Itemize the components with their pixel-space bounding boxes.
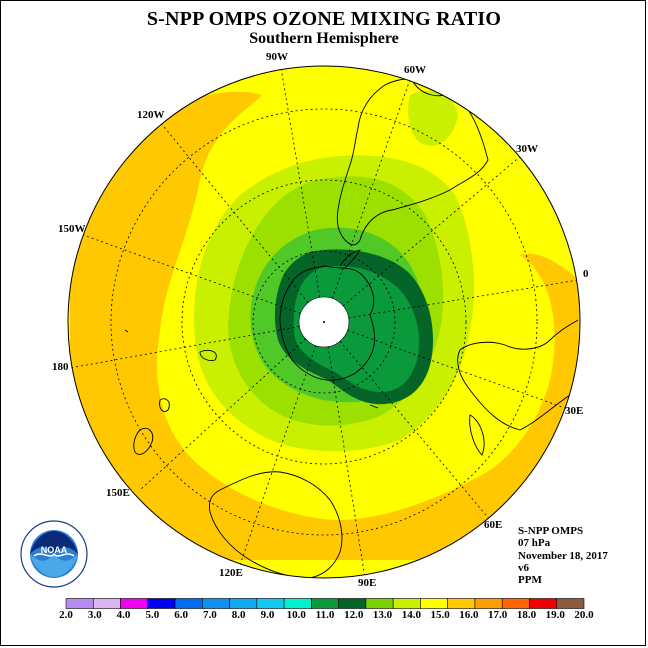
colorbar-swatch <box>202 598 230 609</box>
longitude-labels: 90W 60W 120W 30W 150W 0 180 30E 150E 60E… <box>52 51 589 589</box>
lon-label-60w: 60W <box>404 64 426 76</box>
colorbar-swatch <box>120 598 149 609</box>
colorbar-tick-label: 5.0 <box>145 609 160 621</box>
colorbar-tick-label: 13.0 <box>372 609 393 621</box>
lon-label-120w: 120W <box>137 109 165 121</box>
colorbar-swatch <box>147 598 176 609</box>
lon-label-150e: 150E <box>106 487 130 499</box>
lon-label-120e: 120E <box>219 567 243 579</box>
pressure-level: 07 hPa <box>518 537 551 550</box>
colorbar-tick-label: 10.0 <box>286 609 306 621</box>
colorbar-swatch <box>556 598 585 609</box>
map-title: S-NPP OMPS OZONE MIXING RATIO <box>146 8 502 30</box>
instrument-label: S-NPP OMPS <box>518 525 584 537</box>
colorbar-swatch <box>501 598 530 609</box>
lon-label-30e: 30E <box>565 405 583 417</box>
colorbar-swatch <box>256 598 285 609</box>
colorbar-tick-label: 4.0 <box>116 609 131 621</box>
colorbar-tick-label: 12.0 <box>344 609 364 621</box>
colorbar-tick-label: 15.0 <box>430 609 450 621</box>
colorbar-swatch <box>229 598 258 609</box>
lon-label-30w: 30W <box>516 143 538 155</box>
lon-label-180: 180 <box>52 361 69 373</box>
map-boundary <box>67 65 581 579</box>
colorbar-tick-label: 6.0 <box>174 609 188 621</box>
colorbar-swatch <box>283 598 312 609</box>
band-14-tongue <box>408 91 458 146</box>
colorbar-tick-label: 18.0 <box>516 609 537 621</box>
latitude-circles <box>110 108 538 536</box>
lon-label-90e: 90E <box>358 577 376 589</box>
observation-date: November 18, 2017 <box>518 549 608 562</box>
colorbar-tick-label: 7.0 <box>203 609 217 621</box>
colorbar-tick-label: 11.0 <box>315 609 335 621</box>
colorbar-tick-label: 16.0 <box>459 609 479 621</box>
product-version: v6 <box>518 561 529 574</box>
colorbar-swatch <box>529 598 558 609</box>
colorbar-tick-label: 14.0 <box>401 609 421 621</box>
south-pole-marker <box>323 321 325 323</box>
colorbar-tick-label: 9.0 <box>260 609 275 621</box>
colorbar-swatch <box>474 598 503 609</box>
coastlines <box>124 78 579 578</box>
colorbar-tick-label: 2.0 <box>59 609 73 621</box>
colorbar-tick-label: 8.0 <box>231 609 246 621</box>
colorbar-tick-label: 17.0 <box>488 609 508 621</box>
colorbar-swatch <box>65 598 94 609</box>
lon-label-150w: 150W <box>58 223 86 235</box>
colorbar-swatch <box>92 598 121 609</box>
colorbar-tick-label: 19.0 <box>545 609 565 621</box>
colorbar-swatch <box>311 598 339 609</box>
lon-label-90w: 90W <box>266 51 288 63</box>
colorbar-swatch <box>174 598 203 609</box>
colorbar-swatch <box>365 598 394 609</box>
meridians <box>69 66 579 578</box>
colorbar-tick-label: 20.0 <box>574 609 594 621</box>
colorbar-swatch <box>338 598 367 609</box>
lon-label-60e: 60E <box>484 519 502 531</box>
metadata-panel: S-NPP OMPS 07 hPa November 18, 2017 v6 P… <box>518 525 608 586</box>
map-subtitle: Southern Hemisphere <box>249 30 399 47</box>
colorbar-swatch <box>447 598 476 609</box>
noaa-logo: NOAA <box>20 520 88 588</box>
colorbar-tick-label: 3.0 <box>87 609 102 621</box>
colorbar-swatch <box>420 598 448 609</box>
noaa-logo-text: NOAA <box>41 545 68 555</box>
colorbar-swatch <box>392 598 421 609</box>
units-label: PPM <box>518 574 542 587</box>
lon-label-0: 0 <box>583 268 589 280</box>
colorbar <box>65 598 585 609</box>
